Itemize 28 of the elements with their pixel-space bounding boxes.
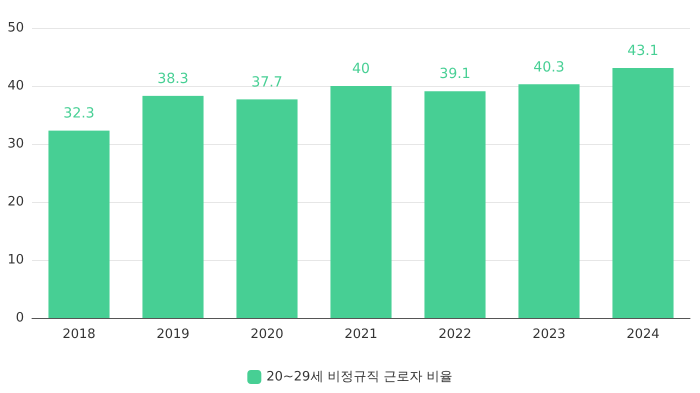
y-tick-label: 50 bbox=[7, 20, 24, 36]
x-tick-label: 2023 bbox=[532, 327, 566, 342]
x-tick-label: 2021 bbox=[344, 327, 378, 342]
y-tick-label: 40 bbox=[7, 78, 24, 94]
x-tick-label: 2019 bbox=[156, 327, 190, 342]
bar bbox=[612, 68, 674, 318]
bar bbox=[518, 84, 580, 318]
x-tick-label: 2020 bbox=[250, 327, 284, 342]
y-tick-label: 0 bbox=[16, 310, 24, 326]
data-label: 32.3 bbox=[63, 106, 95, 122]
data-label: 39.1 bbox=[439, 66, 471, 82]
data-label: 38.3 bbox=[157, 70, 189, 87]
x-tick-label: 2024 bbox=[626, 327, 660, 342]
data-label: 40 bbox=[352, 61, 370, 77]
y-tick-label: 20 bbox=[7, 194, 24, 210]
data-label: 40.3 bbox=[533, 59, 565, 76]
data-label: 43.1 bbox=[627, 43, 659, 60]
legend-label: 20~29세 비정규직 근로자 비율 bbox=[266, 370, 453, 384]
bar bbox=[142, 96, 204, 318]
bar bbox=[424, 91, 486, 318]
y-tick-label: 10 bbox=[7, 252, 24, 268]
bar bbox=[330, 86, 392, 318]
y-tick-label: 30 bbox=[7, 136, 24, 152]
bar bbox=[48, 130, 110, 318]
data-label: 37.7 bbox=[251, 74, 283, 90]
x-tick-label: 2022 bbox=[438, 327, 472, 342]
x-tick-label: 2018 bbox=[62, 327, 96, 342]
bar bbox=[236, 99, 298, 318]
